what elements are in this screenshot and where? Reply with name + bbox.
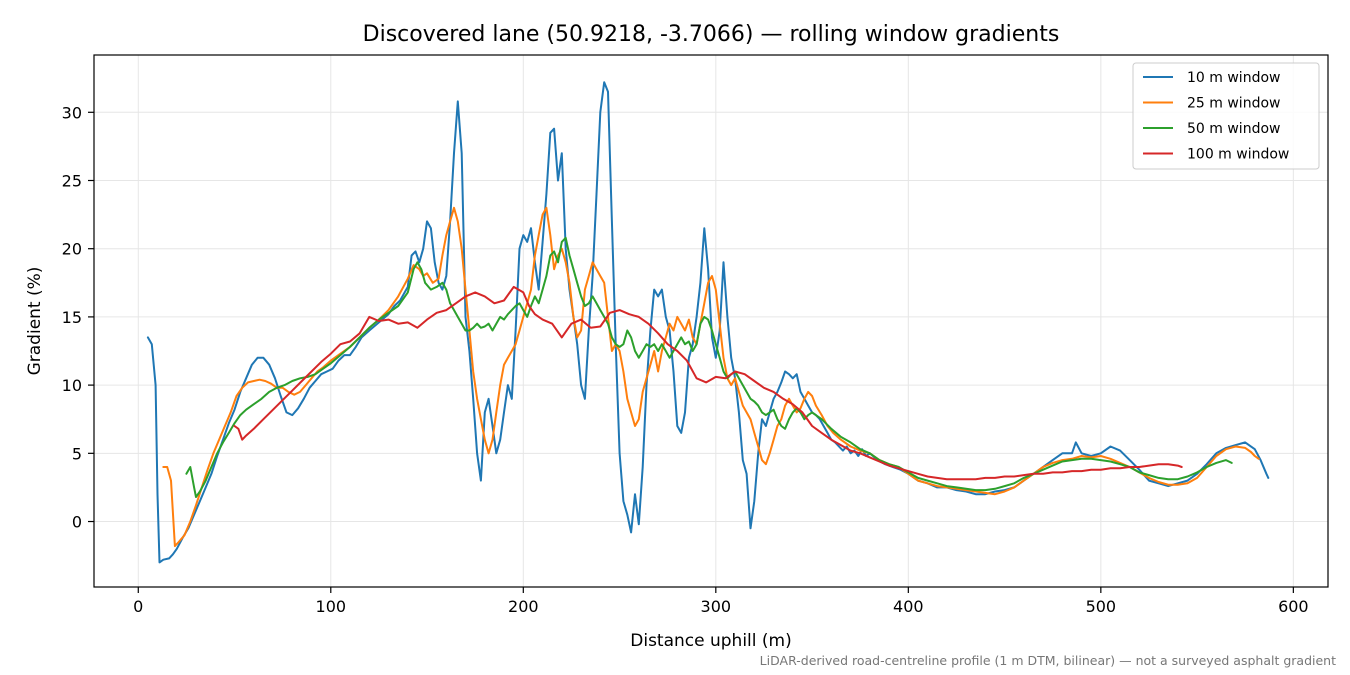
y-axis-label: Gradient (%) — [25, 267, 45, 376]
y-tick-label: 10 — [62, 376, 82, 395]
footnote: LiDAR-derived road-centreline profile (1… — [760, 653, 1336, 668]
legend-label: 10 m window — [1187, 70, 1280, 86]
x-axis-label: Distance uphill (m) — [630, 631, 791, 651]
series-line-1 — [146, 81, 1270, 564]
y-tick-label: 25 — [62, 171, 82, 190]
y-tick-label: 0 — [72, 513, 82, 532]
legend-label: 50 m window — [1187, 121, 1280, 137]
x-tick-label: 0 — [133, 597, 143, 616]
legend: 10 m window 25 m window 50 m window 100 m w… — [1132, 62, 1320, 170]
series-line-4 — [233, 285, 1183, 481]
y-tick-label: 30 — [62, 103, 82, 122]
legend-box — [1132, 62, 1320, 170]
x-tick-label: 100 — [316, 597, 347, 616]
x-tick-label: 400 — [893, 597, 924, 616]
series-line-3 — [185, 236, 1233, 498]
x-tick-label: 500 — [1086, 597, 1117, 616]
legend-label: 100 m window — [1187, 147, 1289, 163]
axis-ticks: 0 100 200 300 400 500 600 0 5 10 15 20 25 30 — [62, 103, 1309, 616]
plot-series — [146, 81, 1270, 564]
plot-frame — [93, 54, 1329, 588]
x-tick-label: 300 — [701, 597, 732, 616]
y-tick-label: 15 — [62, 308, 82, 327]
y-tick-label: 5 — [72, 444, 82, 463]
y-tick-label: 20 — [62, 240, 82, 259]
legend-label: 25 m window — [1187, 96, 1280, 112]
chart-title: Discovered lane (50.9218, -3.7066) — rol… — [363, 22, 1060, 47]
x-tick-label: 600 — [1278, 597, 1309, 616]
x-tick-label: 200 — [508, 597, 539, 616]
